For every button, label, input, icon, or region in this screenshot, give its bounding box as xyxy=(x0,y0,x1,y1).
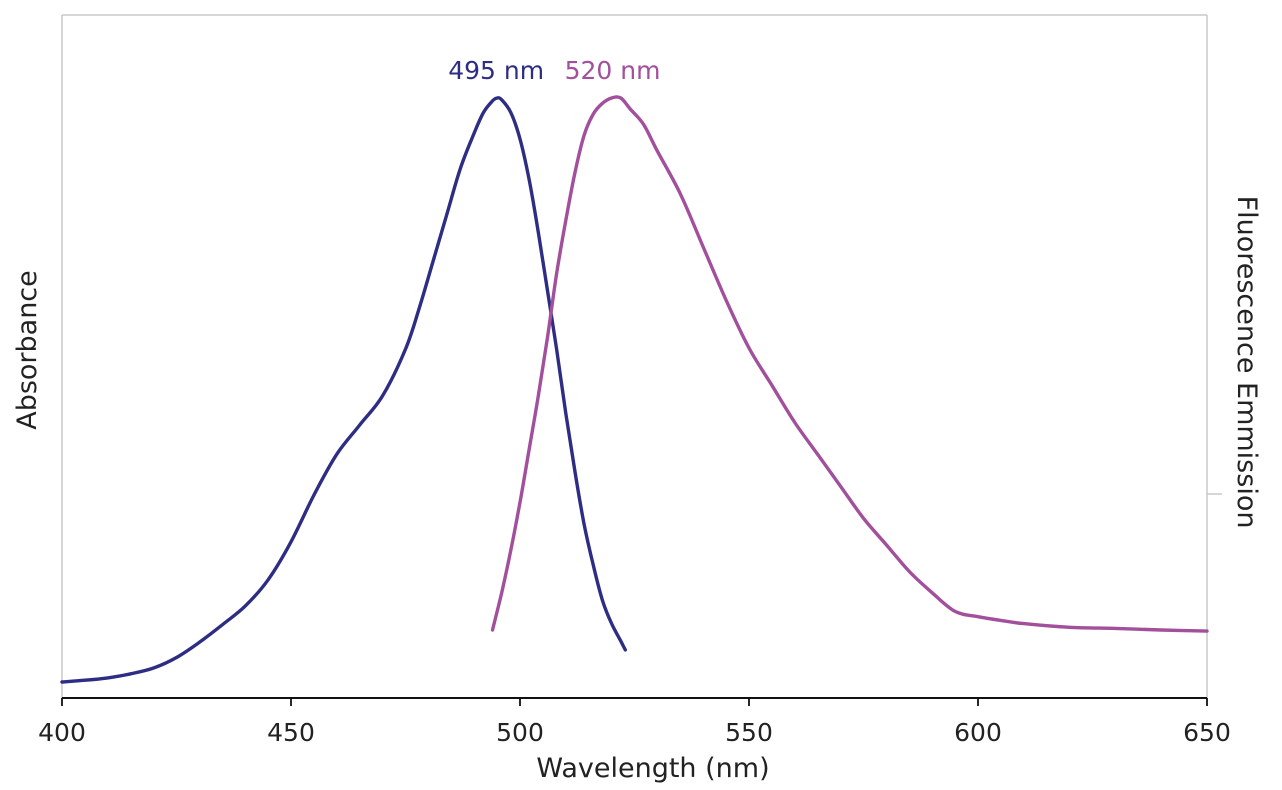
peak-label: 520 nm xyxy=(565,56,661,85)
y-axis-title: Absorbance xyxy=(12,270,43,430)
absorbance-series-line xyxy=(60,96,627,684)
peak-annotations: 495 nm 520 nm xyxy=(448,56,660,85)
x-tick-label: 550 xyxy=(725,718,773,747)
x-tick-label: 600 xyxy=(954,718,1002,747)
x-tick-label: 650 xyxy=(1183,718,1231,747)
x-tick-label: 400 xyxy=(38,718,86,747)
x-axis-tick-labels: 400 450 500 550 600 650 xyxy=(38,718,1231,747)
y2-axis-title: Fluorescence Emmission xyxy=(1231,196,1262,529)
series-layer xyxy=(60,95,1209,684)
x-axis-title: Wavelength (nm) xyxy=(536,753,769,784)
x-tick-label: 500 xyxy=(496,718,544,747)
x-axis-ticks xyxy=(61,698,1208,706)
peak-label: 495 nm xyxy=(448,56,544,85)
x-tick-label: 450 xyxy=(267,718,315,747)
plot-frame xyxy=(61,14,1222,699)
emission-series-line xyxy=(490,95,1209,633)
